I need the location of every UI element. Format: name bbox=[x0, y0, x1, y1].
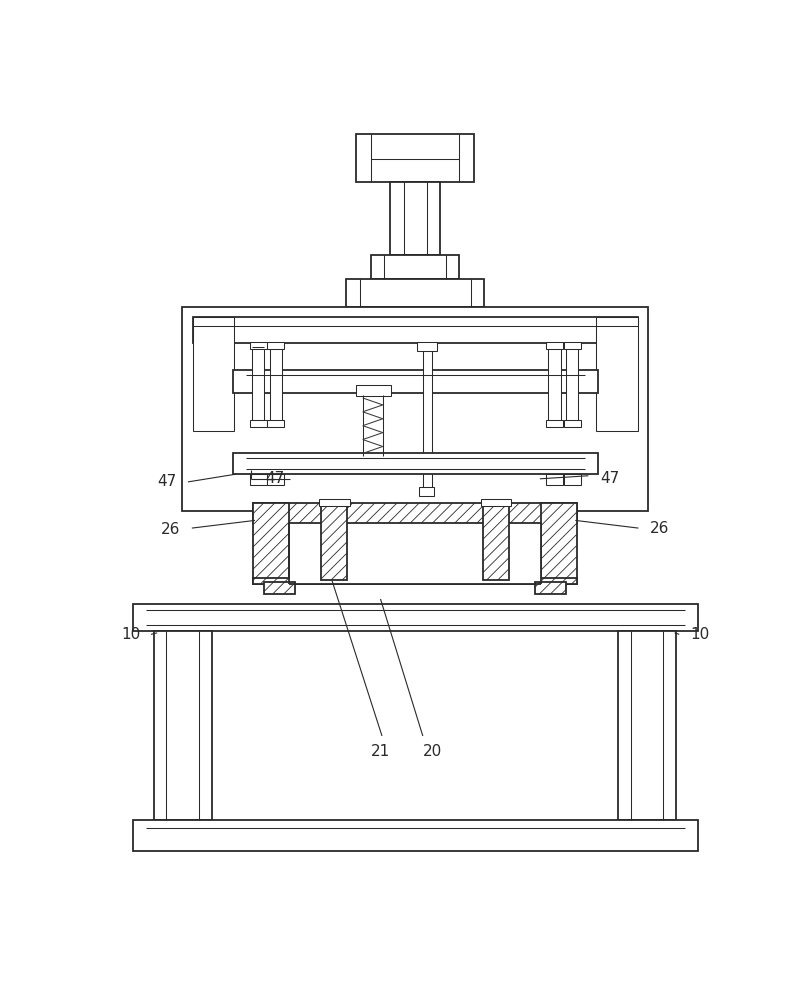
Text: 26: 26 bbox=[161, 522, 181, 537]
Bar bbox=[417, 342, 437, 351]
Bar bbox=[546, 342, 563, 349]
Text: 26: 26 bbox=[650, 521, 669, 536]
Bar bbox=[566, 347, 578, 421]
Bar bbox=[133, 604, 697, 631]
Bar bbox=[541, 503, 577, 584]
Bar bbox=[535, 582, 566, 594]
Bar bbox=[154, 631, 212, 820]
Text: 10: 10 bbox=[690, 627, 710, 642]
Bar bbox=[480, 499, 511, 506]
Bar bbox=[232, 453, 598, 474]
Text: 20: 20 bbox=[423, 744, 442, 759]
Bar bbox=[181, 307, 649, 511]
Bar bbox=[290, 524, 540, 584]
Text: 47: 47 bbox=[265, 471, 284, 486]
Bar bbox=[254, 503, 577, 523]
Bar bbox=[564, 420, 581, 427]
Text: 47: 47 bbox=[157, 474, 177, 489]
Bar bbox=[232, 370, 598, 393]
Bar bbox=[254, 503, 289, 584]
Bar bbox=[564, 474, 581, 485]
Bar bbox=[596, 317, 637, 431]
Bar bbox=[419, 487, 434, 496]
Bar bbox=[483, 503, 509, 580]
Bar bbox=[270, 347, 282, 421]
Text: 10: 10 bbox=[121, 627, 140, 642]
Bar bbox=[319, 499, 350, 506]
Bar bbox=[193, 317, 234, 431]
Bar bbox=[371, 255, 459, 279]
Bar bbox=[346, 279, 484, 307]
Bar bbox=[356, 385, 391, 396]
Bar bbox=[249, 342, 266, 349]
Bar bbox=[564, 342, 581, 349]
Bar bbox=[546, 420, 563, 427]
Bar bbox=[133, 820, 697, 851]
Bar bbox=[193, 317, 637, 343]
Text: 21: 21 bbox=[371, 744, 390, 759]
Bar bbox=[252, 347, 264, 421]
Bar bbox=[423, 346, 432, 489]
Bar bbox=[548, 347, 561, 421]
Bar bbox=[267, 342, 284, 349]
Bar bbox=[390, 182, 440, 255]
Bar bbox=[254, 578, 577, 584]
Bar bbox=[356, 134, 475, 182]
Text: 47: 47 bbox=[600, 471, 619, 486]
Bar bbox=[546, 474, 563, 485]
Bar bbox=[322, 503, 347, 580]
Bar bbox=[618, 631, 676, 820]
Bar bbox=[249, 420, 266, 427]
Bar bbox=[267, 474, 284, 485]
Bar bbox=[249, 474, 266, 485]
Bar bbox=[264, 582, 295, 594]
Bar bbox=[267, 420, 284, 427]
